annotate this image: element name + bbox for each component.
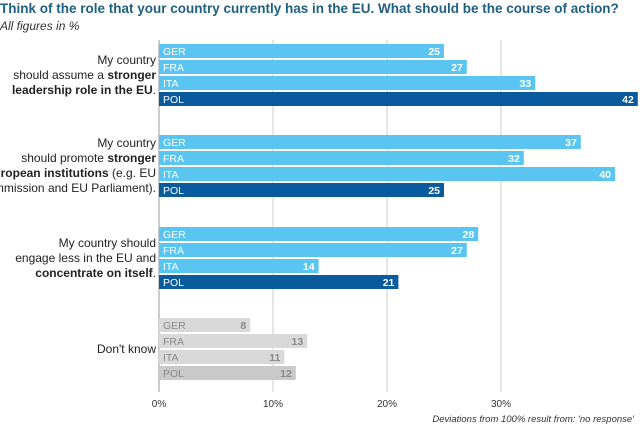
bar-value-label: 25	[428, 46, 440, 58]
bar-country-label: FRA	[163, 245, 184, 257]
bar-country-label: ITA	[163, 169, 179, 181]
bar-country-label: ITA	[163, 261, 179, 273]
chart-title: Think of the role that your country curr…	[0, 1, 619, 16]
category-label-part: My country	[97, 136, 156, 150]
x-tick-label: 30%	[491, 399, 511, 410]
bar-value-label: 14	[303, 261, 315, 273]
bar	[159, 60, 467, 74]
bar-country-label: GER	[163, 137, 186, 149]
bar	[159, 366, 296, 380]
bar-value-label: 37	[565, 137, 577, 149]
bar-value-label: 42	[622, 94, 634, 106]
bar-value-label: 25	[428, 185, 440, 197]
x-tick-label: 20%	[377, 399, 397, 410]
bar-country-label: POL	[163, 277, 184, 289]
category-label-part: (e.g. EU	[108, 166, 156, 180]
bar-country-label: POL	[163, 94, 184, 106]
category-label: My country should engage less in the EU a…	[15, 236, 156, 281]
bar-country-label: POL	[163, 368, 184, 380]
bar-country-label: GER	[163, 320, 186, 332]
category-label-part: Commission and EU Parliament).	[0, 181, 156, 195]
category-label-part: My country should	[58, 235, 156, 250]
category-label-part: .	[152, 82, 156, 97]
x-tick-label: 10%	[263, 399, 283, 410]
bar-country-label: GER	[163, 229, 186, 241]
category-label-part: should assume a	[13, 67, 108, 82]
bar-country-label: GER	[163, 46, 186, 58]
category-label: My country should assume a stronger leader…	[12, 53, 156, 98]
bar-value-label: 13	[292, 336, 304, 348]
category-label-part: stronger	[107, 67, 156, 82]
bar-value-label: 27	[451, 245, 463, 257]
bar-country-label: ITA	[163, 78, 179, 90]
category-label-part: leadership role in the EU	[11, 82, 153, 97]
bar	[159, 151, 524, 165]
bar	[159, 318, 251, 332]
bar-country-label: FRA	[163, 153, 184, 165]
bar-value-label: 21	[383, 277, 395, 289]
bar-value-label: 28	[463, 229, 475, 241]
bar	[159, 350, 285, 364]
category-label: Don't know	[97, 342, 156, 357]
bar-country-label: FRA	[163, 336, 184, 348]
chart-subtitle: All figures in %	[0, 19, 80, 33]
bar	[159, 183, 444, 197]
bar-country-label: FRA	[163, 62, 184, 74]
bar-value-label: 27	[451, 62, 463, 74]
bar	[159, 227, 479, 241]
footnote: Deviations from 100% result from: 'no re…	[432, 414, 634, 425]
bar	[159, 135, 581, 149]
category-label-part: My country	[97, 52, 156, 67]
bar	[159, 167, 615, 181]
bar-value-label: 8	[240, 320, 246, 332]
bar	[159, 76, 536, 90]
category-label-part: should promote	[21, 151, 108, 165]
bar-value-label: 40	[599, 169, 611, 181]
bar-country-label: ITA	[163, 352, 179, 364]
category-label-part: European institutions	[0, 166, 109, 180]
bar-value-label: 12	[280, 368, 292, 380]
bar-value-label: 11	[269, 352, 280, 364]
bar	[159, 334, 308, 348]
bar	[159, 92, 638, 106]
x-tick-label: 0%	[152, 399, 167, 410]
category-label-part: engage less in the EU and	[15, 250, 156, 265]
bar	[159, 275, 399, 289]
bar-value-label: 32	[508, 153, 520, 165]
bar-country-label: POL	[163, 185, 184, 197]
bar	[159, 243, 467, 257]
bar-value-label: 33	[520, 78, 532, 90]
category-label-part: stronger	[107, 151, 156, 165]
bar	[159, 259, 319, 273]
category-label-part: concentrate on itself	[35, 265, 153, 280]
category-label-part: Don't know	[97, 341, 156, 356]
bar	[159, 44, 444, 58]
category-label-part: .	[152, 265, 156, 280]
